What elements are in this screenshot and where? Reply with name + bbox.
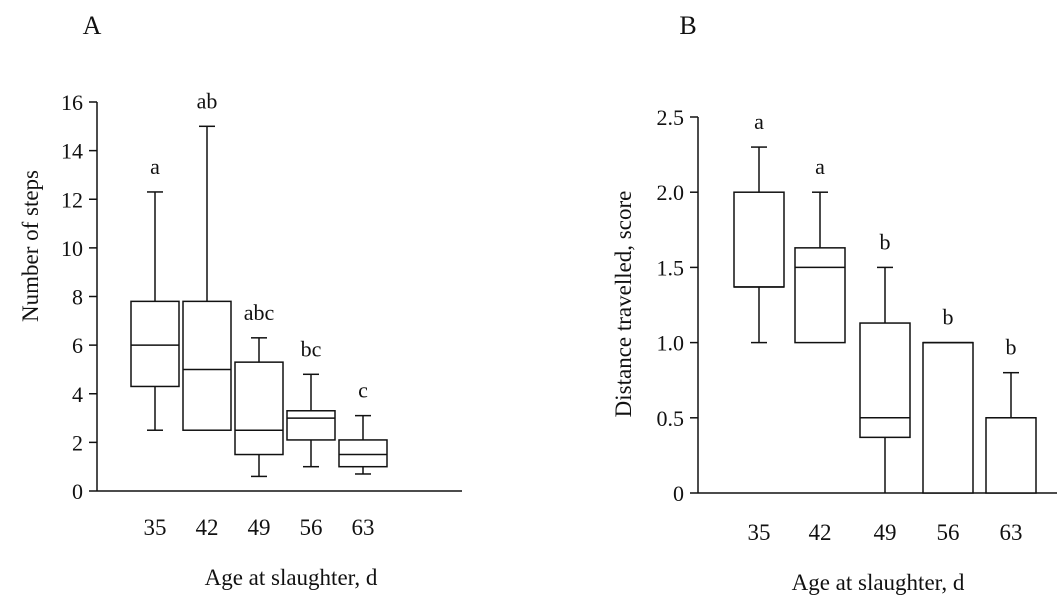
panel-b-y-tick-label: 0.5: [657, 406, 685, 431]
panel-a-significance-letter: bc: [301, 336, 322, 361]
panel-b-x-tick-label: 42: [809, 520, 832, 545]
panel-a-x-tick-label: 49: [248, 515, 271, 540]
panel-a-label: A: [83, 11, 102, 40]
panel-a-x-tick-label: 63: [352, 515, 375, 540]
panel-b-y-tick-label: 1.0: [657, 331, 685, 356]
panel-b-x-tick-label: 35: [748, 520, 771, 545]
panel-a-x-tick-label: 42: [196, 515, 219, 540]
panel-b-y-tick-label: 1.5: [657, 255, 685, 280]
panel-a-y-tick-label: 16: [61, 90, 83, 115]
panel-b-x-tick-label: 49: [874, 520, 897, 545]
panel-a-y-tick-label: 12: [61, 187, 83, 212]
panel-a-box: [182, 300, 232, 431]
panel-a-y-tick-label: 8: [72, 285, 83, 310]
panel-a-significance-letter: abc: [244, 300, 275, 325]
panel-a-x-tick-label: 56: [300, 515, 323, 540]
panel-a-y-tick-label: 0: [72, 479, 83, 504]
panel-a-significance-letter: c: [358, 378, 368, 403]
panel-b-significance-letter: a: [815, 154, 825, 179]
panel-a-y-tick-label: 2: [72, 430, 83, 455]
panel-a-x-tick-label: 35: [144, 515, 167, 540]
panel-b-box: [859, 322, 911, 439]
panel-b-significance-letter: b: [880, 229, 891, 254]
panel-b-x-tick-label: 63: [1000, 520, 1023, 545]
panel-b-y-tick-label: 2.0: [657, 180, 685, 205]
panel-a-box: [234, 361, 284, 456]
panel-a-y-tick-label: 6: [72, 333, 83, 358]
panel-a-box: [286, 410, 336, 441]
panel-b-y-axis-title: Distance travelled, score: [611, 191, 636, 418]
panel-a-y-tick-label: 10: [61, 236, 83, 261]
panel-b-y-tick-label: 0: [673, 481, 684, 506]
panel-b-significance-letter: a: [754, 109, 764, 134]
panel-a-box: [130, 300, 180, 388]
panel-a-significance-letter: ab: [197, 88, 218, 113]
panel-a-x-axis-title: Age at slaughter, d: [205, 565, 378, 590]
panel-b-box: [733, 191, 785, 288]
panel-a-box: [338, 439, 388, 468]
panel-b-box: [922, 341, 974, 494]
panel-b-label: B: [679, 11, 696, 40]
panel-b-x-tick-label: 56: [937, 520, 960, 545]
panel-b-box: [985, 417, 1037, 494]
panel-b-x-axis-title: Age at slaughter, d: [792, 570, 965, 595]
panel-b-significance-letter: b: [1006, 335, 1017, 360]
panel-b-y-tick-label: 2.5: [657, 105, 685, 130]
panel-a-significance-letter: a: [150, 154, 160, 179]
panel-a-y-axis-title: Number of steps: [18, 170, 43, 322]
panel-a-y-tick-label: 4: [72, 382, 83, 407]
panel-b-significance-letter: b: [943, 305, 954, 330]
panel-a-y-tick-label: 14: [61, 139, 83, 164]
panel-b-box: [794, 247, 846, 344]
